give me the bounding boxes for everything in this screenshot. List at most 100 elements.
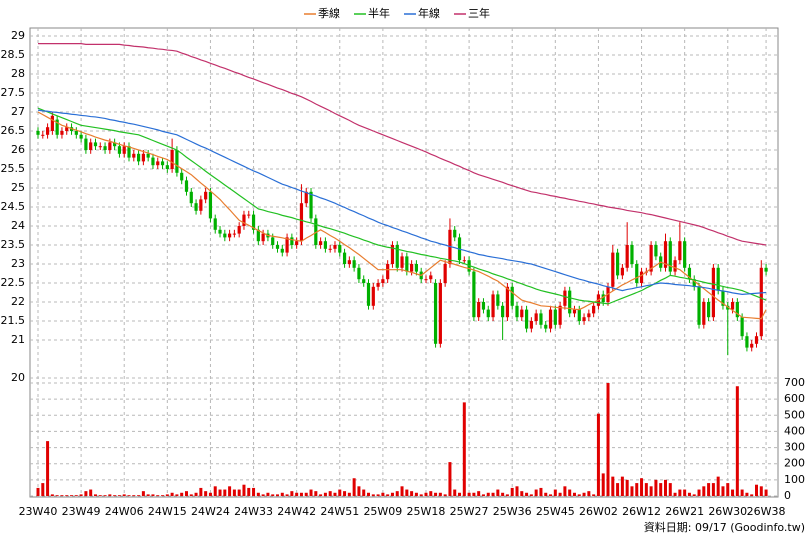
candle-body	[683, 241, 687, 268]
candle-body	[113, 142, 117, 147]
x-tick-label: 26W02	[579, 505, 618, 518]
volume-bar	[247, 487, 251, 496]
candle-body	[371, 286, 375, 306]
candle-body	[184, 180, 189, 192]
candle-body	[587, 313, 591, 318]
volume-bar	[453, 489, 457, 496]
volume-bar	[596, 413, 600, 496]
candle-body	[711, 267, 715, 318]
y2-tick-label: 400	[784, 424, 805, 437]
volume-bar	[472, 492, 476, 496]
volume-bar	[558, 492, 562, 496]
candle-body	[615, 252, 620, 276]
candle-body	[180, 172, 184, 181]
x-tick-label: 23W40	[19, 505, 58, 518]
volume-bar	[237, 489, 241, 496]
candle-body	[572, 309, 577, 314]
candle-body	[218, 229, 222, 234]
candle-body	[740, 317, 744, 337]
volume-bar	[620, 476, 624, 496]
volume-bar	[740, 489, 744, 496]
volume-bar	[65, 495, 69, 496]
volume-bar	[429, 491, 433, 496]
volume-bar	[630, 486, 634, 496]
candle-body	[98, 146, 102, 148]
candle-body	[386, 264, 390, 280]
volume-bar	[276, 494, 279, 496]
volume-bar	[304, 492, 308, 496]
volume-bar	[692, 494, 696, 496]
volume-bar	[414, 492, 418, 496]
legend-label: 季線	[318, 6, 340, 20]
volume-bar	[208, 492, 212, 496]
volume-bar	[525, 492, 529, 496]
x-tick-label: 25W45	[536, 505, 575, 518]
volume-bar	[266, 492, 270, 496]
candle-body	[256, 229, 260, 242]
y-tick-label: 25	[11, 181, 25, 194]
volume-bar	[256, 492, 260, 496]
candle-body	[558, 305, 562, 325]
candle-body	[735, 302, 739, 318]
volume-bar	[587, 491, 591, 496]
volume-bar	[199, 487, 203, 496]
volume-bar	[165, 494, 169, 496]
y-tick-label: 29	[11, 29, 25, 42]
volume-bar	[755, 484, 758, 496]
candle-body	[74, 131, 78, 135]
candle-body	[472, 271, 476, 318]
volume-bar	[501, 492, 505, 496]
candle-body	[50, 115, 54, 131]
volume-bar	[458, 492, 462, 496]
plot-frame	[29, 27, 779, 498]
candle-body	[381, 279, 385, 283]
candle-body	[405, 256, 409, 272]
volume-bar	[697, 489, 701, 496]
x-tick-label: 24W51	[320, 505, 359, 518]
volume-bar	[108, 494, 112, 496]
candle-body	[515, 305, 519, 318]
ma-line	[37, 109, 767, 296]
volume-bar	[515, 486, 519, 496]
candle-body	[620, 267, 624, 276]
volume-bar	[405, 489, 409, 496]
candle-body	[410, 264, 414, 272]
candle-body	[544, 324, 548, 329]
candle-body	[548, 309, 553, 329]
volume-bar	[189, 494, 193, 496]
volume-bar	[553, 489, 557, 496]
volume-bar	[582, 492, 586, 496]
candle-body	[93, 142, 98, 147]
volume-bar	[716, 476, 720, 496]
candle-body	[160, 161, 165, 166]
candle-body	[510, 286, 514, 306]
candle-body	[290, 237, 294, 245]
volume-bar	[625, 479, 629, 496]
candle-body	[285, 237, 289, 253]
candle-body	[366, 283, 371, 306]
y2-tick-label: 700	[784, 376, 805, 389]
y-tick-label: 23.5	[1, 238, 26, 251]
x-tick-label: 24W15	[148, 505, 187, 518]
candle-body	[553, 309, 557, 325]
volume-bar	[529, 494, 533, 496]
candle-body	[41, 134, 45, 136]
y2-tick-label: 300	[784, 441, 805, 454]
volume-bar	[735, 386, 739, 496]
candle-body	[55, 119, 59, 135]
candle-body	[189, 191, 193, 204]
volume-bar	[424, 492, 428, 496]
y-tick-label: 22.5	[1, 276, 26, 289]
volume-bar	[290, 491, 294, 496]
candle-body	[280, 248, 284, 253]
candle-body	[251, 214, 256, 230]
candle-body	[592, 305, 596, 314]
volume-bar	[232, 489, 236, 496]
candle-body	[323, 241, 327, 249]
volume-bar	[462, 402, 466, 496]
candle-body	[136, 153, 141, 162]
volume-bar	[644, 483, 648, 496]
volume-bar	[683, 489, 687, 496]
candle-body	[486, 309, 490, 318]
